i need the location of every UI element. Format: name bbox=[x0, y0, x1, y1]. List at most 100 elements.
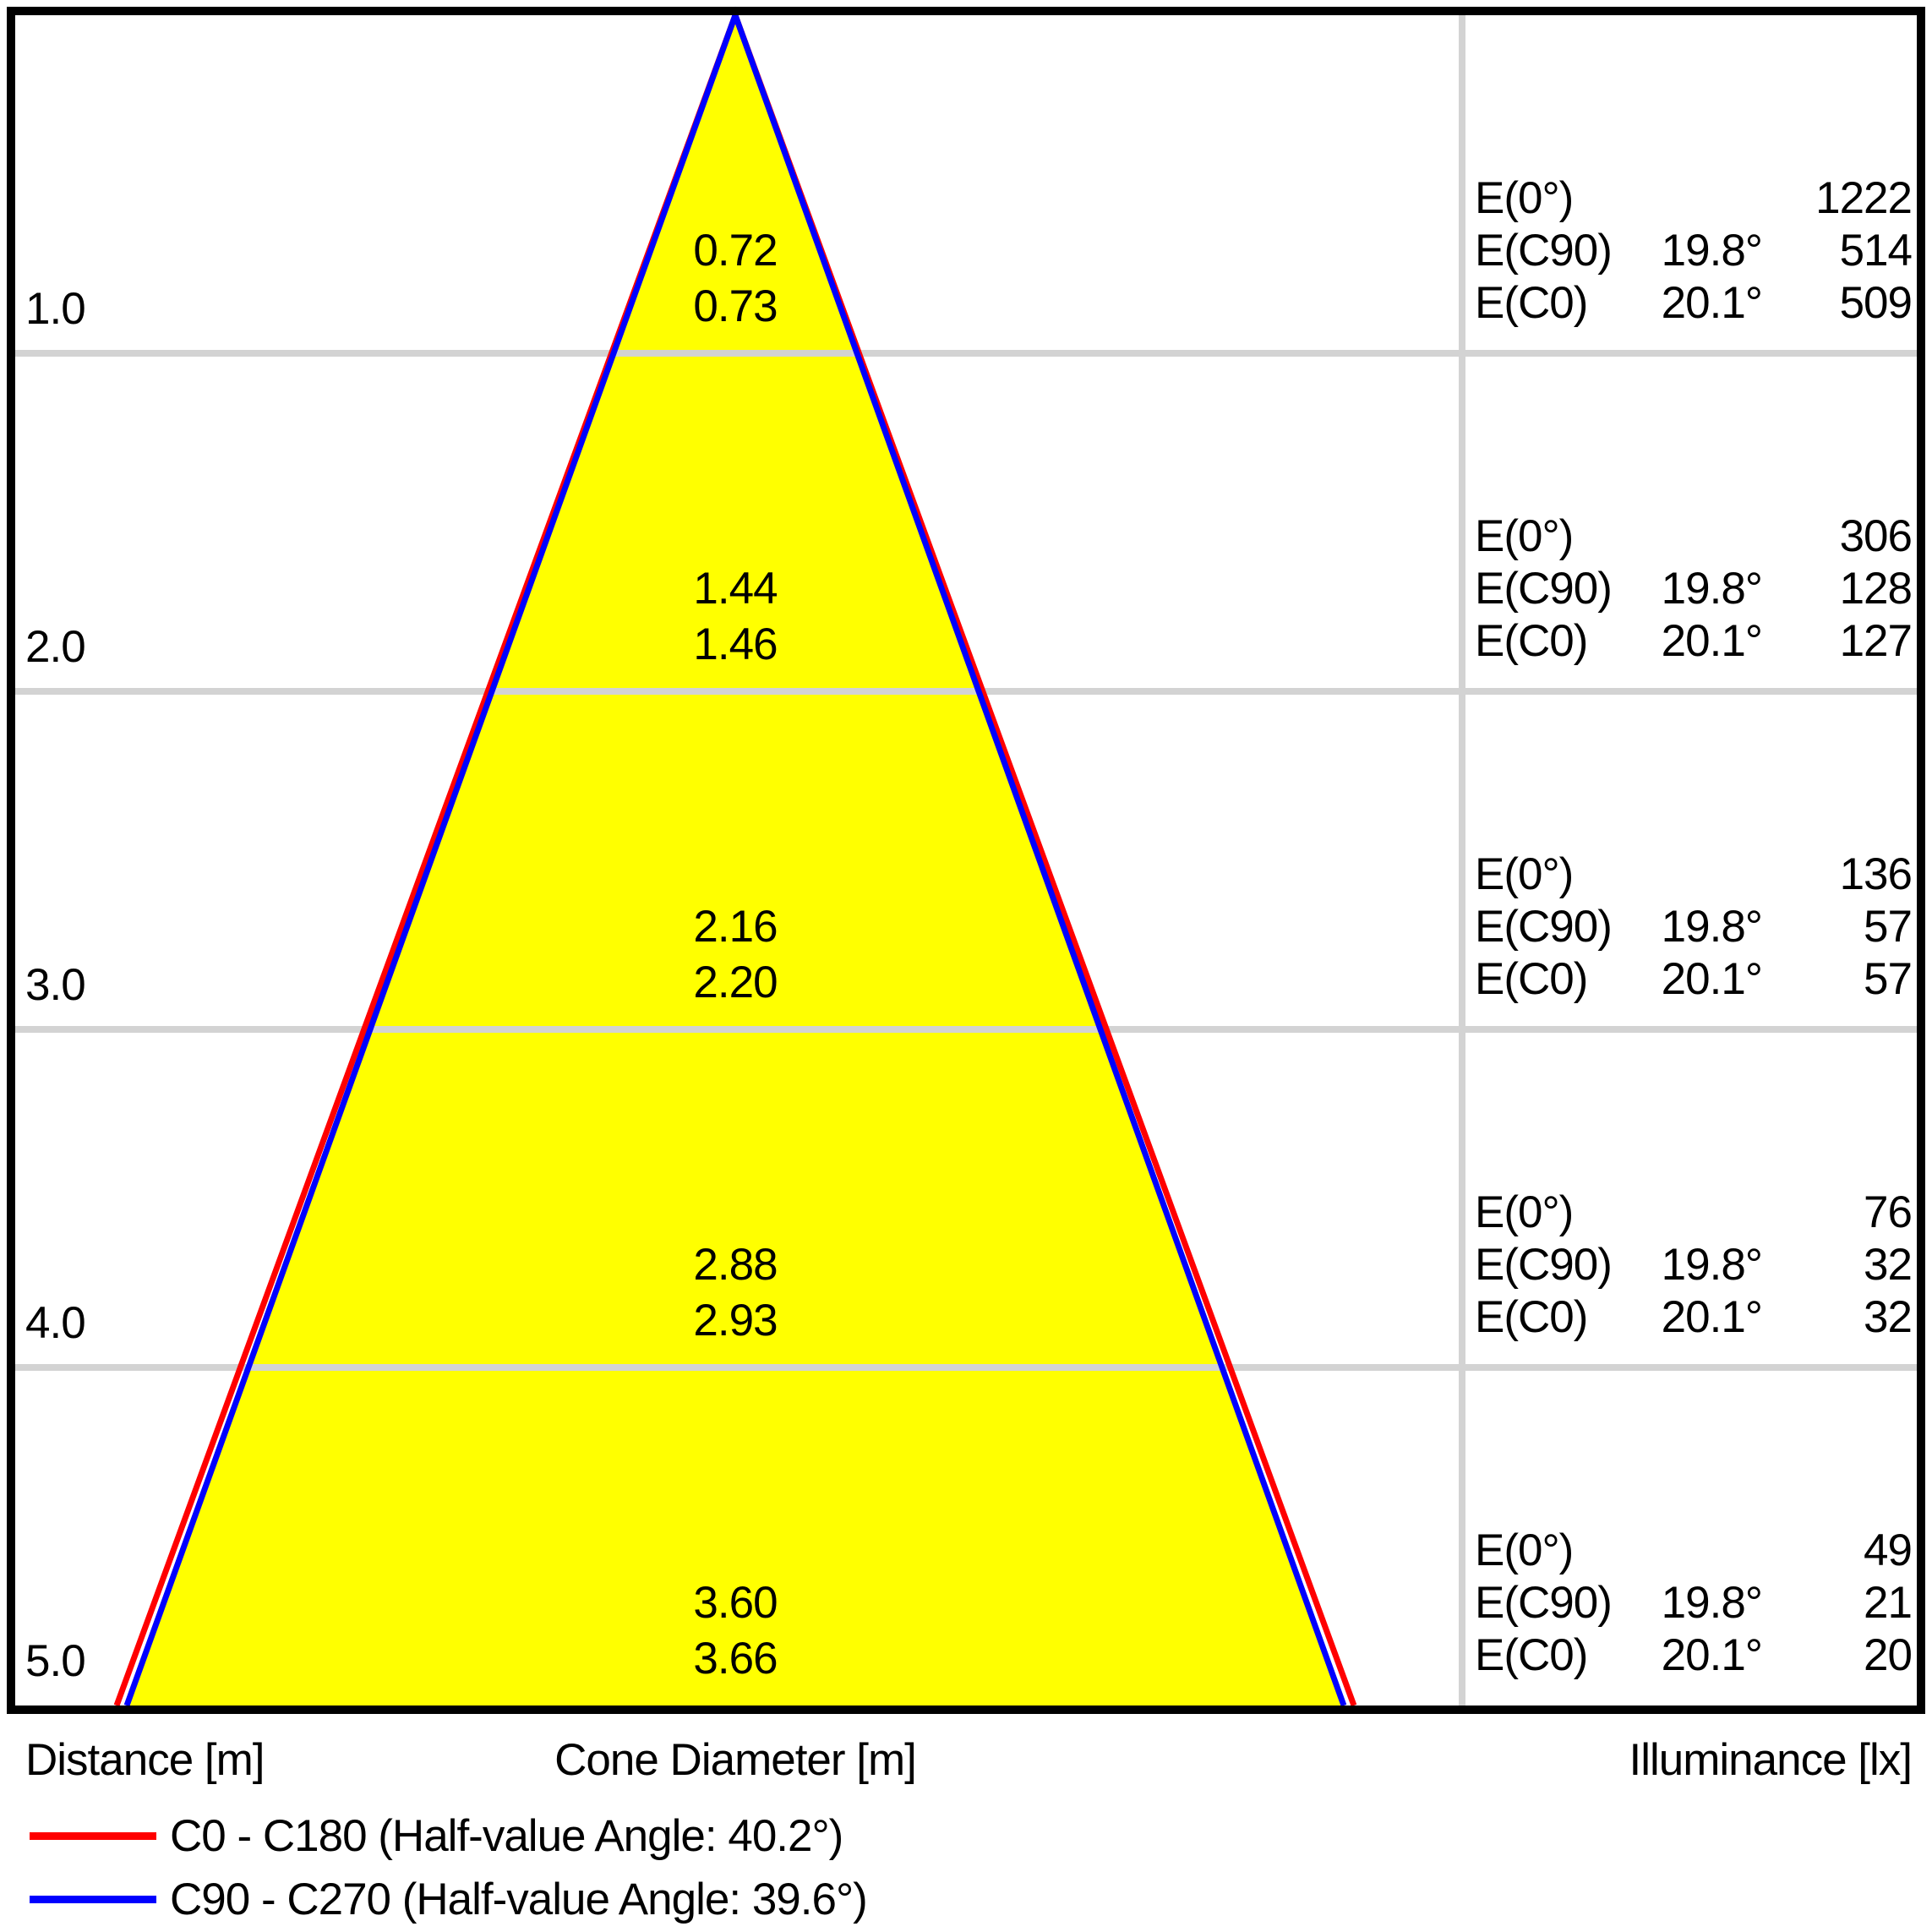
ec90-angle: 19.8° bbox=[1661, 1578, 1763, 1628]
ec0-label: E(C0) bbox=[1475, 278, 1588, 328]
illuminance-cell: E(0°) 1222 E(C90) 19.8° 514 E(C0) 20.1° 509 bbox=[1475, 172, 1913, 330]
c0-c180-legend-label: C0 - C180 (Half-value Angle: 40.2°) bbox=[170, 1810, 843, 1861]
ec0-angle: 20.1° bbox=[1661, 278, 1763, 328]
cone-diameter-values: 0.72 0.73 bbox=[566, 223, 904, 335]
cone-diameter-c90: 3.60 bbox=[693, 1578, 778, 1628]
illuminance-line: E(C90) 19.8° 32 bbox=[1475, 1239, 1913, 1291]
cone-diameter-values: 1.44 1.46 bbox=[566, 561, 904, 673]
cone-fill bbox=[127, 15, 1344, 1706]
distance-label: 5.0 bbox=[25, 1636, 86, 1686]
illuminance-line: E(C0) 20.1° 509 bbox=[1475, 277, 1913, 330]
cone-diameter-c0: 3.66 bbox=[693, 1634, 778, 1684]
ec90-value: 514 bbox=[1839, 226, 1913, 276]
cone-diameter-c90: 1.44 bbox=[693, 564, 778, 614]
e0-angle bbox=[1631, 1525, 1762, 1577]
distance-label: 4.0 bbox=[25, 1298, 86, 1348]
ec0-angle: 20.1° bbox=[1661, 1630, 1763, 1680]
ec90-angle: 19.8° bbox=[1661, 564, 1763, 614]
illuminance-line: E(C0) 20.1° 32 bbox=[1475, 1291, 1913, 1344]
ec90-label: E(C90) bbox=[1475, 564, 1613, 614]
illuminance-axis-label: Illuminance [lx] bbox=[1629, 1735, 1913, 1785]
cone-diameter-c90: 0.72 bbox=[693, 226, 778, 276]
ec0-angle: 20.1° bbox=[1661, 616, 1763, 666]
distance-label: 1.0 bbox=[25, 284, 86, 334]
e0-angle bbox=[1631, 172, 1762, 225]
cone-diameter-values: 2.16 2.20 bbox=[566, 899, 904, 1011]
c0-c180-legend-swatch bbox=[30, 1831, 156, 1840]
table-row: 1.0 0.72 0.73 E(0°) 1222 E(C90) 19.8° 514 E… bbox=[0, 15, 1932, 353]
cone-diameter-c90: 2.88 bbox=[693, 1240, 778, 1290]
table-border bbox=[7, 7, 1925, 1714]
legend-item-c0-c180: C0 - C180 (Half-value Angle: 40.2°) bbox=[30, 1809, 843, 1862]
illuminance-cell: E(0°) 49 E(C90) 19.8° 21 E(C0) 20.1° 20 bbox=[1475, 1525, 1913, 1682]
ec0-value: 32 bbox=[1864, 1292, 1913, 1342]
e0-label: E(0°) bbox=[1475, 1525, 1574, 1575]
ec90-label: E(C90) bbox=[1475, 226, 1613, 276]
distance-label: 2.0 bbox=[25, 622, 86, 672]
e0-angle bbox=[1631, 510, 1762, 563]
e0-value: 306 bbox=[1839, 511, 1913, 561]
illuminance-cell: E(0°) 76 E(C90) 19.8° 32 E(C0) 20.1° 32 bbox=[1475, 1187, 1913, 1344]
ec0-value: 127 bbox=[1839, 616, 1913, 666]
e0-value: 1222 bbox=[1815, 173, 1913, 223]
illuminance-line: E(C0) 20.1° 57 bbox=[1475, 953, 1913, 1006]
ec90-angle: 19.8° bbox=[1661, 902, 1763, 952]
illuminance-line: E(C90) 19.8° 21 bbox=[1475, 1577, 1913, 1629]
illuminance-line: E(C0) 20.1° 127 bbox=[1475, 615, 1913, 668]
ec90-value: 21 bbox=[1864, 1578, 1913, 1628]
illuminance-line: E(C90) 19.8° 514 bbox=[1475, 225, 1913, 277]
legend-item-c90-c270: C90 - C270 (Half-value Angle: 39.6°) bbox=[30, 1873, 868, 1925]
e0-value: 136 bbox=[1839, 849, 1913, 899]
ec90-value: 32 bbox=[1864, 1240, 1913, 1290]
cone-diameter-c0: 1.46 bbox=[693, 619, 778, 669]
illuminance-line: E(C90) 19.8° 57 bbox=[1475, 901, 1913, 953]
ec0-angle: 20.1° bbox=[1661, 954, 1763, 1004]
ec0-label: E(C0) bbox=[1475, 1630, 1588, 1680]
e0-label: E(0°) bbox=[1475, 1187, 1574, 1237]
e0-label: E(0°) bbox=[1475, 173, 1574, 223]
illuminance-line: E(0°) 136 bbox=[1475, 849, 1913, 901]
ec0-value: 57 bbox=[1864, 954, 1913, 1004]
ec0-value: 509 bbox=[1839, 278, 1913, 328]
cone-diameter-c0: 2.93 bbox=[693, 1296, 778, 1345]
illuminance-line: E(0°) 49 bbox=[1475, 1525, 1913, 1577]
ec0-label: E(C0) bbox=[1475, 1292, 1588, 1342]
table-row: 4.0 2.88 2.93 E(0°) 76 E(C90) 19.8° 32 E(C0… bbox=[0, 1029, 1932, 1367]
c90-c270-legend-label: C90 - C270 (Half-value Angle: 39.6°) bbox=[170, 1874, 868, 1924]
illuminance-line: E(0°) 1222 bbox=[1475, 172, 1913, 225]
table-row: 3.0 2.16 2.20 E(0°) 136 E(C90) 19.8° 57 E(C… bbox=[0, 691, 1932, 1029]
ec0-value: 20 bbox=[1864, 1630, 1913, 1680]
ec90-label: E(C90) bbox=[1475, 1578, 1613, 1628]
ec90-label: E(C90) bbox=[1475, 902, 1613, 952]
table-row: 5.0 3.60 3.66 E(0°) 49 E(C90) 19.8° 21 E(C0… bbox=[0, 1367, 1932, 1706]
cone-diameter-c90: 2.16 bbox=[693, 902, 778, 952]
illuminance-line: E(0°) 76 bbox=[1475, 1187, 1913, 1239]
ec0-label: E(C0) bbox=[1475, 954, 1588, 1004]
ec0-label: E(C0) bbox=[1475, 616, 1588, 666]
illuminance-line: E(C0) 20.1° 20 bbox=[1475, 1629, 1913, 1682]
illuminance-line: E(0°) 306 bbox=[1475, 510, 1913, 563]
cone-diameter-c0: 2.20 bbox=[693, 958, 778, 1007]
distance-axis-label: Distance [m] bbox=[25, 1735, 265, 1785]
c90-c270-legend-swatch bbox=[30, 1895, 156, 1903]
distance-label: 3.0 bbox=[25, 960, 86, 1010]
cone-diameter-values: 2.88 2.93 bbox=[566, 1237, 904, 1349]
ec90-value: 57 bbox=[1864, 902, 1913, 952]
illuminance-cell: E(0°) 136 E(C90) 19.8° 57 E(C0) 20.1° 57 bbox=[1475, 849, 1913, 1006]
e0-label: E(0°) bbox=[1475, 849, 1574, 899]
e0-label: E(0°) bbox=[1475, 511, 1574, 561]
e0-value: 76 bbox=[1864, 1187, 1913, 1237]
illuminance-cell: E(0°) 306 E(C90) 19.8° 128 E(C0) 20.1° 127 bbox=[1475, 510, 1913, 668]
ec90-label: E(C90) bbox=[1475, 1240, 1613, 1290]
ec90-value: 128 bbox=[1839, 564, 1913, 614]
ec90-angle: 19.8° bbox=[1661, 1240, 1763, 1290]
e0-angle bbox=[1631, 1187, 1762, 1239]
ec0-angle: 20.1° bbox=[1661, 1292, 1763, 1342]
e0-value: 49 bbox=[1864, 1525, 1913, 1575]
e0-angle bbox=[1631, 849, 1762, 901]
ec90-angle: 19.8° bbox=[1661, 226, 1763, 276]
table-row: 2.0 1.44 1.46 E(0°) 306 E(C90) 19.8° 128 E(… bbox=[0, 353, 1932, 691]
cone-diameter-values: 3.60 3.66 bbox=[566, 1575, 904, 1687]
